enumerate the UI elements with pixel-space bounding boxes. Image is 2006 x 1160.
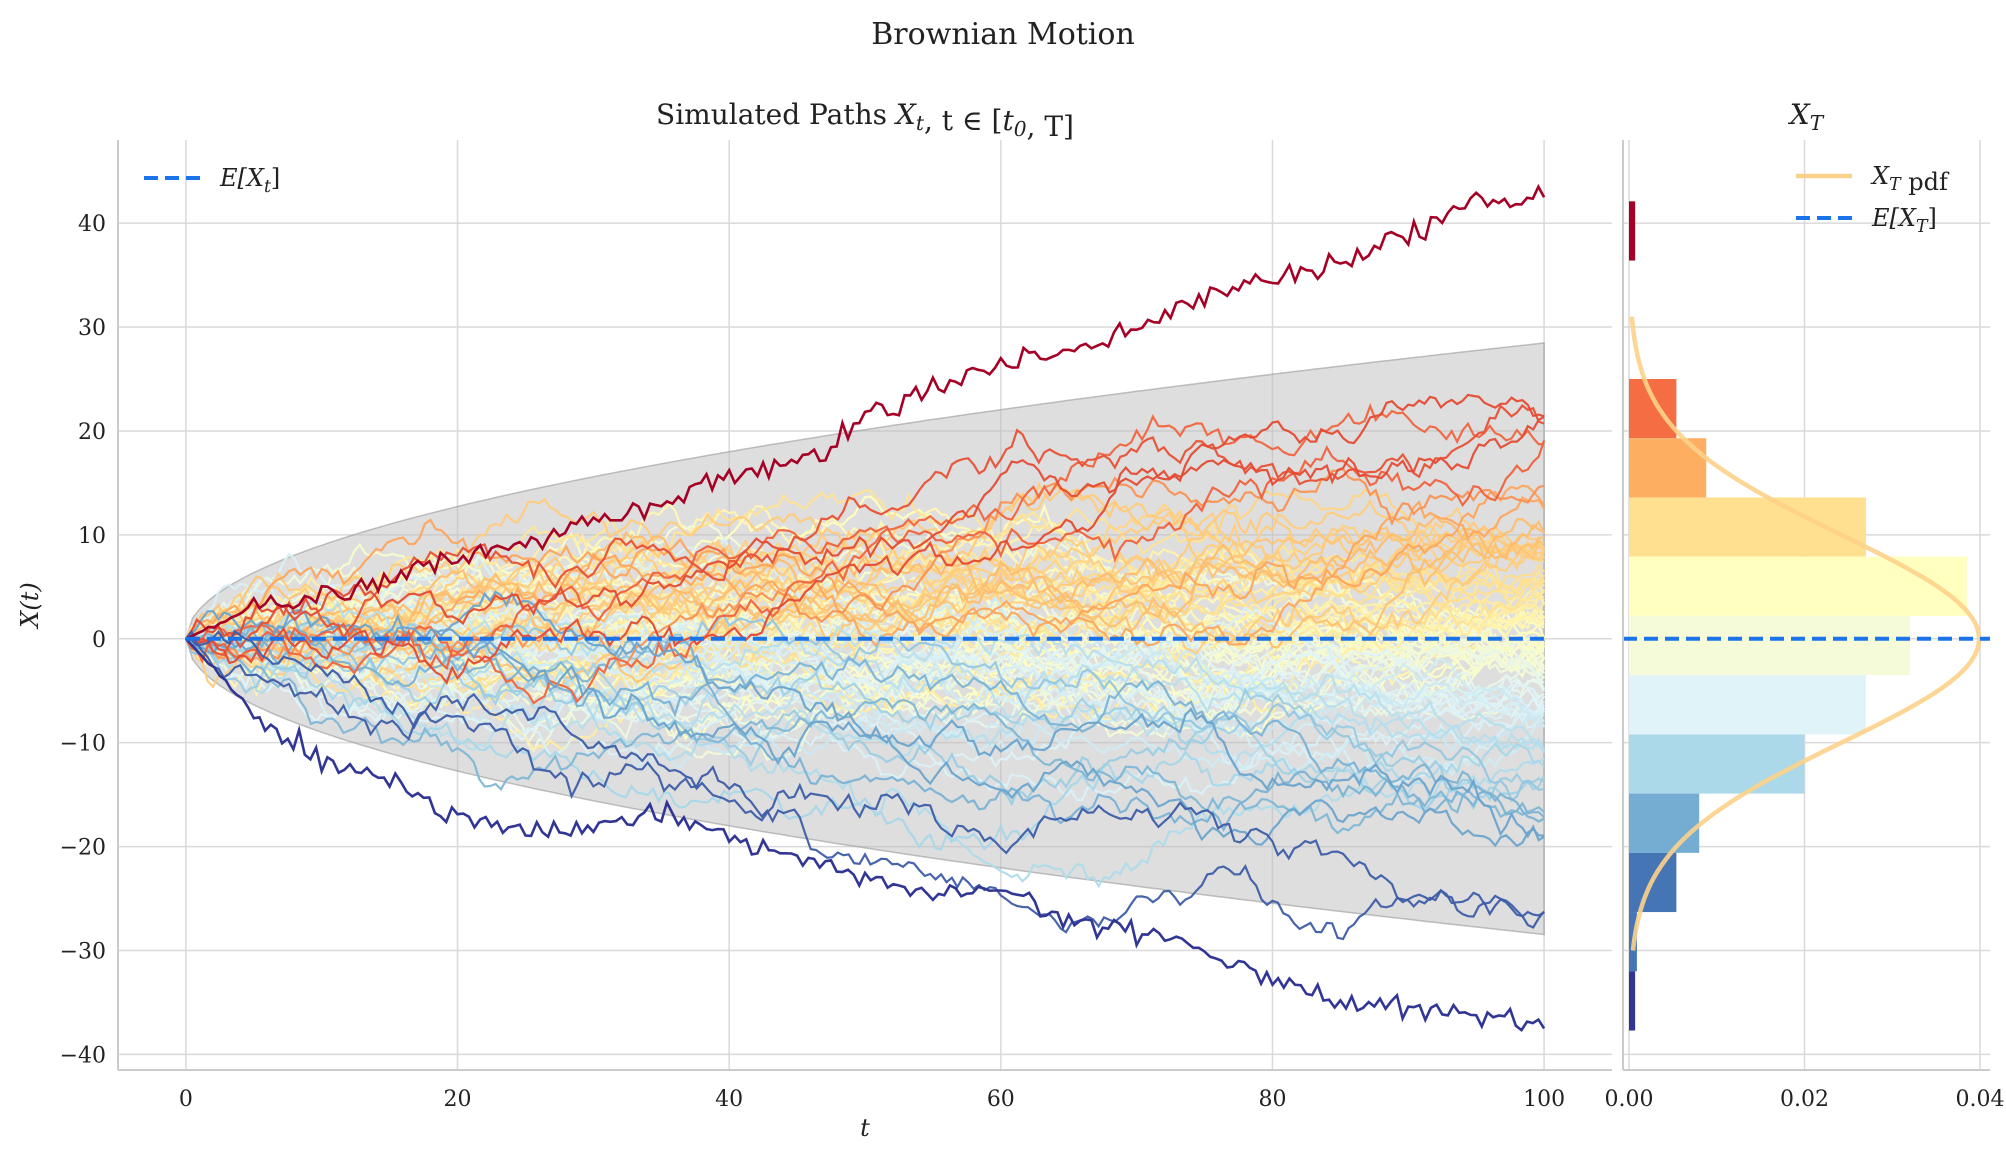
simulated-path [185, 532, 1545, 648]
paths-x-label: t [860, 1114, 870, 1142]
paths-x-tick-label: 40 [715, 1087, 743, 1112]
histogram-x-tick-label: 0.04 [1956, 1087, 2005, 1112]
paths-y-tick-label: −40 [60, 1043, 106, 1068]
simulated-path [184, 622, 1546, 769]
paths-y-tick-label: −30 [60, 940, 106, 965]
simulated-path [185, 403, 1545, 657]
paths-x-tick-label: 80 [1258, 1087, 1286, 1112]
simulated-paths [184, 183, 1546, 1032]
paths-y-tick-label: −20 [60, 836, 106, 861]
simulated-path [185, 637, 1546, 812]
histogram-bar [1629, 971, 1636, 1031]
simulated-path [185, 536, 1545, 724]
legend-expected-label: E[Xt] [219, 164, 280, 197]
histogram-bar [1629, 615, 1910, 676]
simulated-path [184, 524, 1545, 689]
simulated-path [185, 523, 1545, 644]
paths-y-tick-label: 30 [78, 316, 106, 341]
simulated-path [185, 498, 1545, 684]
paths-y-label: X(t) [16, 582, 44, 629]
simulated-path [185, 514, 1546, 648]
legend-terminal-expected-label: E[XT] [1871, 204, 1937, 237]
simulated-path [185, 622, 1545, 777]
simulated-path [185, 415, 1545, 640]
histogram-x-tick-label: 0.02 [1780, 1087, 1829, 1112]
paths-x-tick-label: 60 [987, 1087, 1015, 1112]
simulated-path [185, 393, 1545, 686]
histogram-bar [1629, 793, 1700, 853]
simulated-path [185, 634, 1545, 851]
paths-panel: 0 20 40 60 80 100 −40 −30 −20 −10 0 10 20 30 40 Simula… [16, 98, 1612, 1142]
simulated-path [185, 629, 1545, 918]
paths-title: Simulated Paths Xt, t ∈ [t0, T] [656, 98, 1074, 143]
histogram-tick-labels: 0.00 0.02 0.04 [1605, 1087, 2005, 1112]
simulated-path [184, 440, 1546, 671]
histogram-x-tick-label: 0.00 [1605, 1087, 1654, 1112]
paths-tick-labels: 0 20 40 60 80 100 −40 −30 −20 −10 0 10 20 30 40 [60, 212, 1566, 1112]
histogram-axes [1622, 140, 1990, 1071]
pdf-curve [1629, 316, 1982, 951]
legend-pdf-label: XT pdf [1870, 162, 1950, 196]
max-path [185, 183, 1546, 640]
figure-title: Brownian Motion [871, 17, 1135, 52]
histogram-title: XT [1788, 98, 1825, 135]
histogram-bar [1629, 734, 1805, 794]
paths-y-tick-label: 40 [78, 212, 106, 237]
histogram-bar [1629, 378, 1677, 439]
histogram-bar [1629, 675, 1866, 735]
simulated-path [185, 623, 1545, 807]
simulated-path [184, 484, 1545, 640]
paths-y-tick-label: 10 [78, 524, 106, 549]
paths-y-tick-label: 0 [92, 628, 106, 653]
histogram-bar [1629, 201, 1636, 261]
paths-y-tick-label: −10 [60, 732, 106, 757]
simulated-path [185, 629, 1545, 941]
paths-x-tick-label: 20 [444, 1087, 472, 1112]
histogram-legend: XT pdf E[XT] [1796, 162, 1950, 237]
paths-axes [117, 140, 1612, 1071]
simulated-path [185, 637, 1545, 802]
simulated-path [185, 616, 1545, 818]
paths-legend: E[Xt] [144, 164, 280, 197]
paths-x-tick-label: 100 [1523, 1087, 1565, 1112]
paths-x-tick-label: 0 [179, 1087, 193, 1112]
histogram-bars [1629, 201, 1967, 1031]
simulated-path [185, 635, 1545, 835]
simulated-path [185, 546, 1545, 645]
simulated-path [185, 608, 1545, 842]
min-path [184, 637, 1546, 1032]
terminal-histogram-panel: 0.00 0.02 0.04 XT XT pdf E[XT] [1605, 98, 2005, 1112]
histogram-bar [1629, 556, 1967, 616]
paths-y-tick-label: 20 [78, 420, 106, 445]
simulated-path [184, 613, 1545, 803]
simulated-path [184, 571, 1545, 736]
